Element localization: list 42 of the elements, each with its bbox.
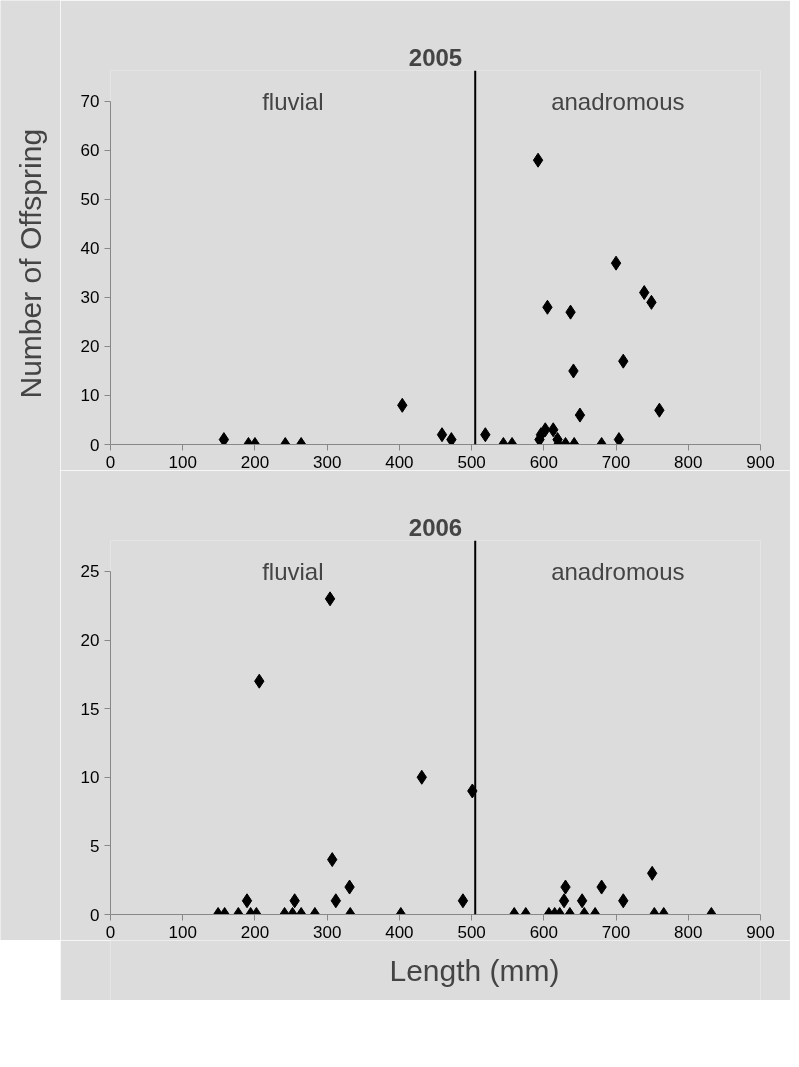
x-tick-label: 700 bbox=[601, 452, 631, 472]
x-axis-title: Length (mm) bbox=[389, 954, 560, 987]
y-axis-title: Number of Offspring bbox=[14, 128, 47, 399]
x-tick-label: 200 bbox=[240, 922, 270, 942]
x-tick-label: 0 bbox=[105, 922, 116, 942]
x-tick-label: 100 bbox=[168, 452, 197, 472]
x-tick-label: 100 bbox=[168, 922, 197, 942]
y-tick-label: 15 bbox=[80, 699, 100, 719]
y-tick-label: 10 bbox=[80, 386, 100, 406]
x-tick-label: 400 bbox=[385, 922, 414, 942]
y-tick-label: 30 bbox=[80, 288, 100, 308]
y-tick-label: 25 bbox=[80, 562, 100, 582]
annotation: fluvial bbox=[262, 87, 324, 115]
y-tick-label: 20 bbox=[80, 631, 100, 650]
x-tick-label: 300 bbox=[312, 452, 342, 472]
x-tick-label: 0 bbox=[105, 452, 116, 472]
x-tick-label: 300 bbox=[312, 922, 342, 942]
y-tick-label: 0 bbox=[90, 435, 100, 455]
chart-title: 2005 bbox=[408, 43, 463, 71]
y-tick-label: 60 bbox=[80, 141, 100, 161]
x-tick-label: 500 bbox=[457, 452, 486, 472]
y-tick-label: 10 bbox=[80, 768, 100, 788]
x-tick-label: 500 bbox=[457, 922, 486, 942]
x-tick-label: 800 bbox=[674, 452, 703, 472]
y-tick-label: 5 bbox=[90, 836, 100, 856]
y-tick-label: 50 bbox=[80, 190, 100, 210]
x-tick-label: 900 bbox=[746, 452, 775, 472]
chart-title: 2006 bbox=[408, 513, 463, 541]
x-tick-label: 600 bbox=[529, 452, 559, 472]
x-tick-label: 600 bbox=[529, 922, 559, 942]
x-tick-label: 700 bbox=[601, 922, 631, 942]
y-tick-label: 70 bbox=[80, 92, 100, 112]
y-tick-label: 40 bbox=[80, 239, 100, 259]
annotation: anadromous bbox=[551, 87, 685, 115]
annotation: anadromous bbox=[551, 557, 685, 585]
x-tick-label: 200 bbox=[240, 452, 270, 472]
y-tick-label: 20 bbox=[80, 337, 100, 357]
x-tick-label: 800 bbox=[674, 922, 703, 942]
x-tick-label: 900 bbox=[746, 922, 775, 942]
y-tick-label: 0 bbox=[90, 905, 100, 925]
annotation: fluvial bbox=[262, 557, 324, 585]
x-tick-label: 400 bbox=[385, 452, 414, 472]
